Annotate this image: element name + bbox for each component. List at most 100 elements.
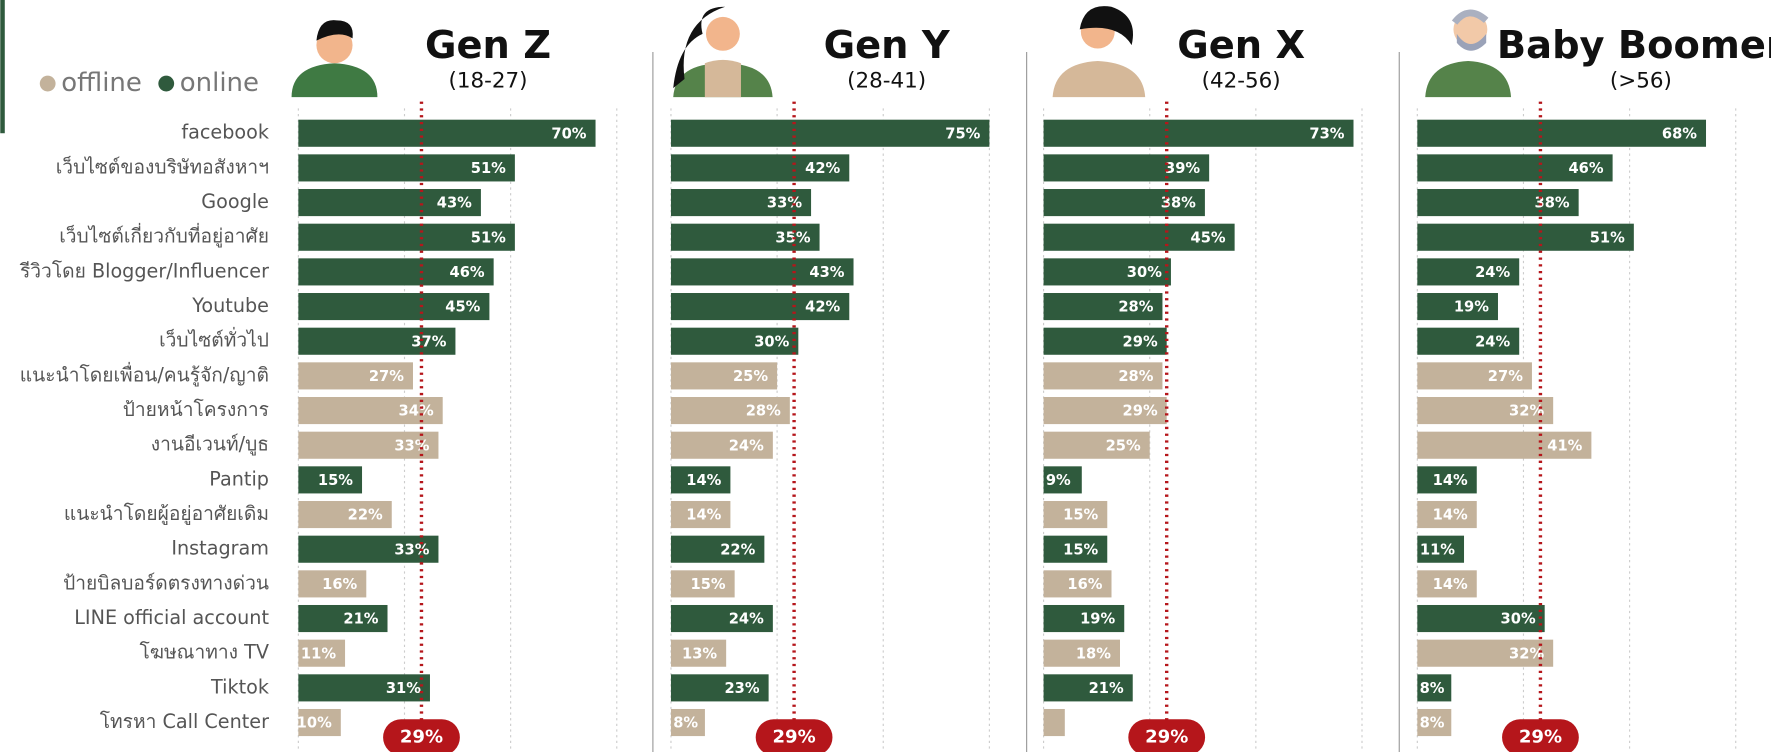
value-label: 45% [445, 299, 480, 316]
value-label: 15% [318, 472, 353, 489]
value-label: 51% [471, 229, 506, 246]
category-label: ป้ายบิลบอร์ดตรงทางด่วน [63, 571, 269, 594]
category-label: โฆษณาทาง TV [139, 641, 269, 664]
value-label: 13% [682, 645, 717, 662]
value-label: 11% [1420, 541, 1455, 558]
value-label: 18% [1076, 645, 1111, 662]
value-label: 39% [1165, 160, 1200, 177]
value-label: 51% [1590, 229, 1625, 246]
reference-label: 29% [400, 726, 443, 747]
value-label: 24% [729, 611, 764, 628]
value-label: 15% [691, 576, 726, 593]
value-label: 46% [450, 264, 485, 281]
category-label: เว็บไซต์ทั่วไป [159, 327, 269, 352]
category-label: Google [201, 190, 269, 213]
value-label: 45% [1190, 229, 1225, 246]
panel-subtitle: (18-27) [449, 68, 528, 93]
category-label: งานอีเวนท์/บูธ [151, 433, 269, 456]
value-label: 27% [369, 368, 404, 385]
value-label: 22% [720, 541, 755, 558]
value-label: 25% [733, 368, 768, 385]
value-label: 30% [1127, 264, 1162, 281]
value-label: 32% [1509, 403, 1544, 420]
value-label: 22% [348, 507, 383, 524]
value-label: 23% [724, 680, 759, 697]
value-label: 42% [805, 160, 840, 177]
value-label: 33% [394, 437, 429, 454]
value-label: 16% [1067, 576, 1102, 593]
category-label: โทรหา Call Center [100, 710, 269, 733]
value-label: 29% [1123, 333, 1158, 350]
value-label: 14% [1433, 576, 1468, 593]
value-label: 28% [746, 403, 781, 420]
value-label: 30% [754, 333, 789, 350]
category-label: Instagram [171, 537, 269, 560]
value-label: 11% [301, 645, 336, 662]
panel-title: Gen Y [824, 23, 951, 68]
value-label: 28% [1118, 299, 1153, 316]
value-label: 15% [1063, 507, 1098, 524]
category-label: LINE official account [74, 606, 269, 629]
value-label: 43% [437, 195, 472, 212]
value-label: 10% [297, 715, 332, 732]
legend-swatch [158, 76, 174, 92]
value-label: 14% [1433, 507, 1468, 524]
value-label: 51% [471, 160, 506, 177]
value-label: 73% [1309, 125, 1344, 142]
panel-title: Baby Boomer [1497, 23, 1771, 68]
reference-label: 29% [772, 726, 815, 747]
value-label: 16% [322, 576, 357, 593]
value-label: 37% [411, 333, 446, 350]
category-label: เว็บไซต์ของบริษัทอสังหาฯ [56, 154, 269, 178]
decor-bar [0, 0, 5, 133]
category-label: facebook [181, 121, 270, 144]
value-label: 28% [1118, 368, 1153, 385]
panel-subtitle: (42-56) [1202, 68, 1281, 93]
category-label: Pantip [209, 467, 269, 490]
category-label: รีวิวโดย Blogger/Influencer [19, 259, 269, 282]
panel-subtitle: (>56) [1610, 68, 1672, 93]
value-label: 24% [1475, 333, 1510, 350]
value-label: 43% [809, 264, 844, 281]
value-label: 8% [1420, 680, 1445, 697]
value-label: 25% [1106, 437, 1141, 454]
value-label: 41% [1547, 437, 1582, 454]
panel-title: Gen X [1177, 23, 1305, 68]
value-label: 9% [1046, 472, 1071, 489]
value-label: 29% [1123, 403, 1158, 420]
category-label: แนะนำโดยผู้อยู่อาศัยเดิม [64, 502, 269, 525]
legend-swatch [40, 76, 56, 92]
value-label: 8% [1420, 715, 1445, 732]
value-label: 19% [1454, 299, 1489, 316]
category-label: แนะนำโดยเพื่อน/คนรู้จัก/ญาติ [20, 361, 269, 386]
panel-title: Gen Z [425, 23, 551, 68]
value-label: 24% [729, 437, 764, 454]
value-label: 33% [394, 541, 429, 558]
panel-subtitle: (28-41) [847, 68, 926, 93]
legend-label: offline [61, 68, 142, 98]
chart: offline online facebook เว็บไซต์ของบริษัท… [0, 0, 1771, 752]
bar [1044, 120, 1354, 147]
bar [1044, 709, 1065, 736]
value-label: 32% [1509, 645, 1544, 662]
value-label: 15% [1063, 541, 1098, 558]
value-label: 14% [686, 472, 721, 489]
value-label: 14% [1433, 472, 1468, 489]
category-label: ป้ายหน้าโครงการ [123, 398, 269, 421]
value-label: 19% [1080, 611, 1115, 628]
value-label: 34% [399, 403, 434, 420]
value-label: 30% [1501, 611, 1536, 628]
reference-label: 29% [1145, 726, 1188, 747]
value-label: 21% [343, 611, 378, 628]
legend-label: online [180, 68, 259, 98]
value-label: 75% [945, 125, 980, 142]
value-label: 8% [673, 715, 698, 732]
value-label: 31% [386, 680, 421, 697]
value-label: 33% [767, 195, 802, 212]
value-label: 46% [1568, 160, 1603, 177]
value-label: 24% [1475, 264, 1510, 281]
reference-label: 29% [1519, 726, 1562, 747]
category-label: Youtube [191, 294, 269, 317]
value-label: 70% [551, 125, 586, 142]
value-label: 27% [1488, 368, 1523, 385]
